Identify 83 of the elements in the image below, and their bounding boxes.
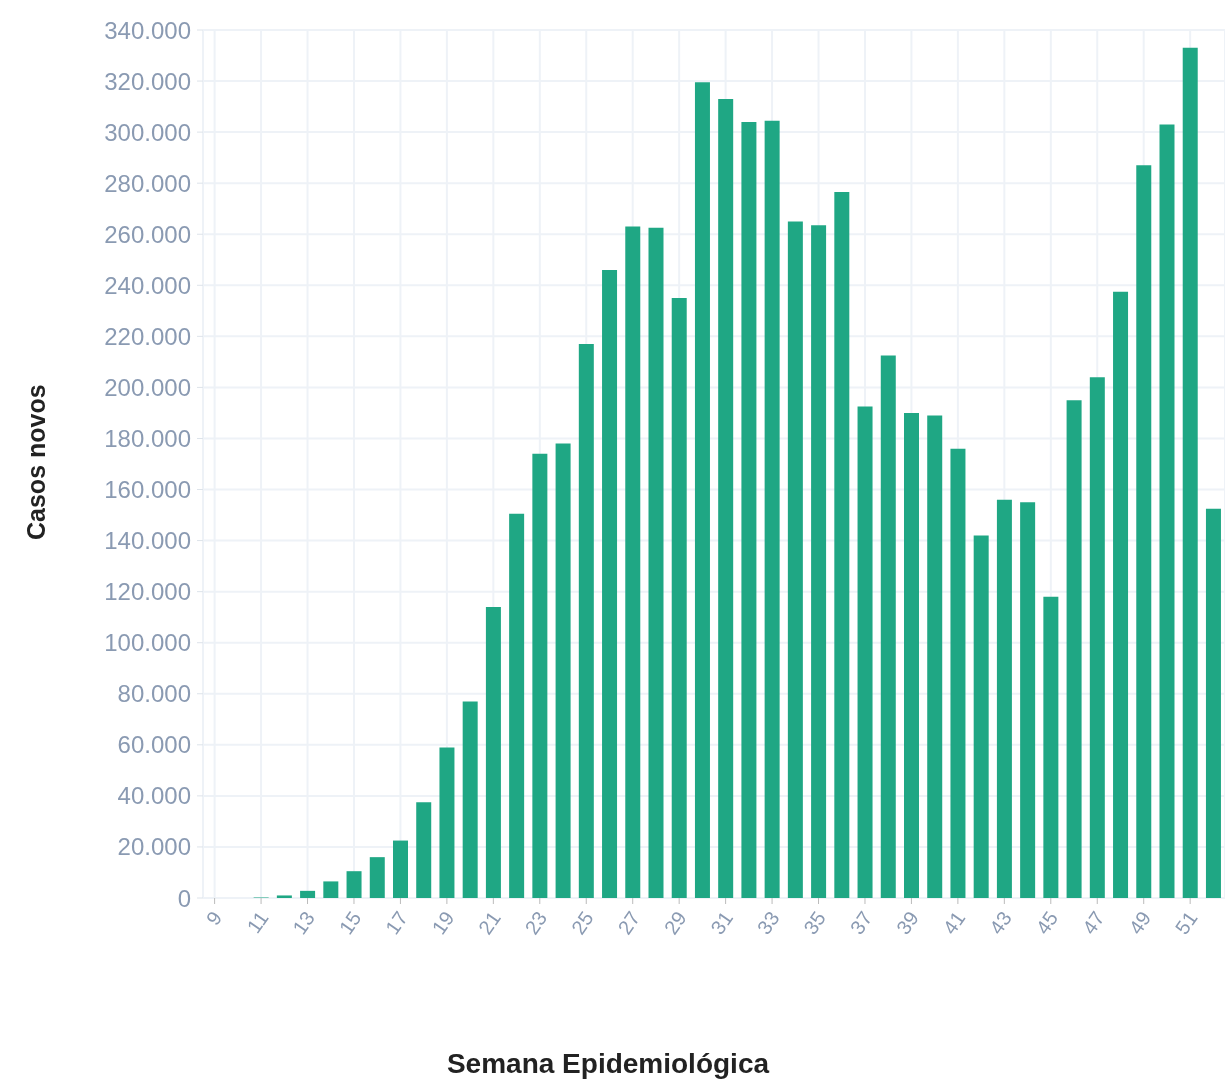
- bar: [787, 221, 803, 898]
- bar: [671, 298, 687, 898]
- x-tick-label: 51: [1170, 907, 1202, 939]
- bar: [764, 120, 780, 898]
- bar: [1020, 502, 1036, 898]
- x-tick-label: 39: [892, 907, 923, 939]
- y-tick-label: 260.000: [104, 220, 191, 248]
- bar: [1089, 377, 1105, 898]
- bar: [1136, 165, 1152, 898]
- y-tick-label: 100.000: [104, 629, 191, 657]
- bar: [1159, 124, 1175, 898]
- x-tick-label: 11: [242, 907, 273, 938]
- y-tick-label: 0: [177, 884, 191, 912]
- y-axis-title: Casos novos: [22, 384, 51, 540]
- x-tick-label: 9: [201, 907, 227, 930]
- bar: [439, 747, 455, 898]
- bar: [578, 344, 594, 898]
- x-axis-title: Semana Epidemiológica: [445, 1048, 771, 1080]
- x-tick-label: 43: [985, 907, 1016, 939]
- y-tick-label: 180.000: [104, 424, 191, 452]
- bar: [300, 890, 316, 898]
- bar: [346, 871, 362, 898]
- bar: [369, 857, 385, 898]
- x-tick-label: 21: [474, 907, 505, 939]
- y-tick-label: 120.000: [104, 578, 191, 606]
- bar: [1043, 596, 1059, 898]
- bar: [857, 406, 873, 898]
- bar: [323, 881, 339, 898]
- bar: [811, 225, 827, 898]
- y-tick-label: 160.000: [104, 476, 191, 504]
- bar: [694, 82, 710, 898]
- x-tick-label: 17: [381, 907, 412, 939]
- bar: [393, 840, 408, 898]
- bar: [555, 443, 571, 898]
- x-tick-label: 41: [938, 907, 970, 939]
- y-tick-label: 340.000: [104, 16, 191, 44]
- bar: [485, 606, 501, 898]
- y-tick-label: 320.000: [104, 67, 191, 95]
- bar: [625, 226, 641, 898]
- y-tick-label: 60.000: [117, 731, 191, 759]
- bar: [973, 535, 989, 898]
- y-tick-label: 220.000: [104, 322, 191, 350]
- x-tick-label: 19: [427, 907, 459, 939]
- bar: [416, 802, 432, 898]
- bar: [1113, 291, 1129, 898]
- x-tick-label: 47: [1077, 907, 1109, 939]
- y-tick-label: 300.000: [104, 118, 191, 146]
- x-tick-label: 15: [334, 907, 366, 939]
- bar: [950, 448, 966, 898]
- bar: [648, 227, 664, 898]
- y-tick-label: 240.000: [104, 271, 191, 299]
- y-tick-label: 80.000: [117, 680, 191, 708]
- y-tick-label: 280.000: [104, 169, 191, 197]
- x-tick-label: 27: [613, 907, 645, 939]
- bar: [462, 701, 478, 898]
- y-tick-label: 40.000: [117, 782, 191, 810]
- x-tick-label: 45: [1031, 907, 1063, 939]
- bar: [602, 269, 618, 898]
- y-tick-label: 200.000: [104, 373, 191, 401]
- bar: [996, 499, 1012, 898]
- x-tick-label: 23: [520, 907, 552, 939]
- x-tick-label: 31: [706, 907, 738, 939]
- bar: [880, 355, 896, 898]
- bar: [1066, 400, 1082, 898]
- bar: [509, 513, 525, 898]
- x-tick-label: 13: [288, 907, 319, 939]
- bar: [1182, 47, 1198, 898]
- x-tick-label: 49: [1124, 907, 1156, 939]
- bar: [718, 98, 734, 898]
- bar: [834, 192, 850, 898]
- bar: [927, 415, 943, 898]
- x-tick-label: 35: [799, 907, 830, 939]
- x-tick-label: 29: [659, 907, 691, 939]
- bar: [532, 453, 548, 898]
- y-tick-label: 140.000: [104, 527, 191, 555]
- x-tick-label: 25: [566, 907, 598, 939]
- bar: [904, 412, 919, 898]
- y-tick-label: 20.000: [117, 833, 191, 861]
- bar: [276, 895, 292, 898]
- bar: [741, 121, 757, 898]
- x-tick-label: 37: [845, 907, 877, 939]
- bar: [1205, 508, 1221, 898]
- x-tick-label: 33: [752, 907, 784, 939]
